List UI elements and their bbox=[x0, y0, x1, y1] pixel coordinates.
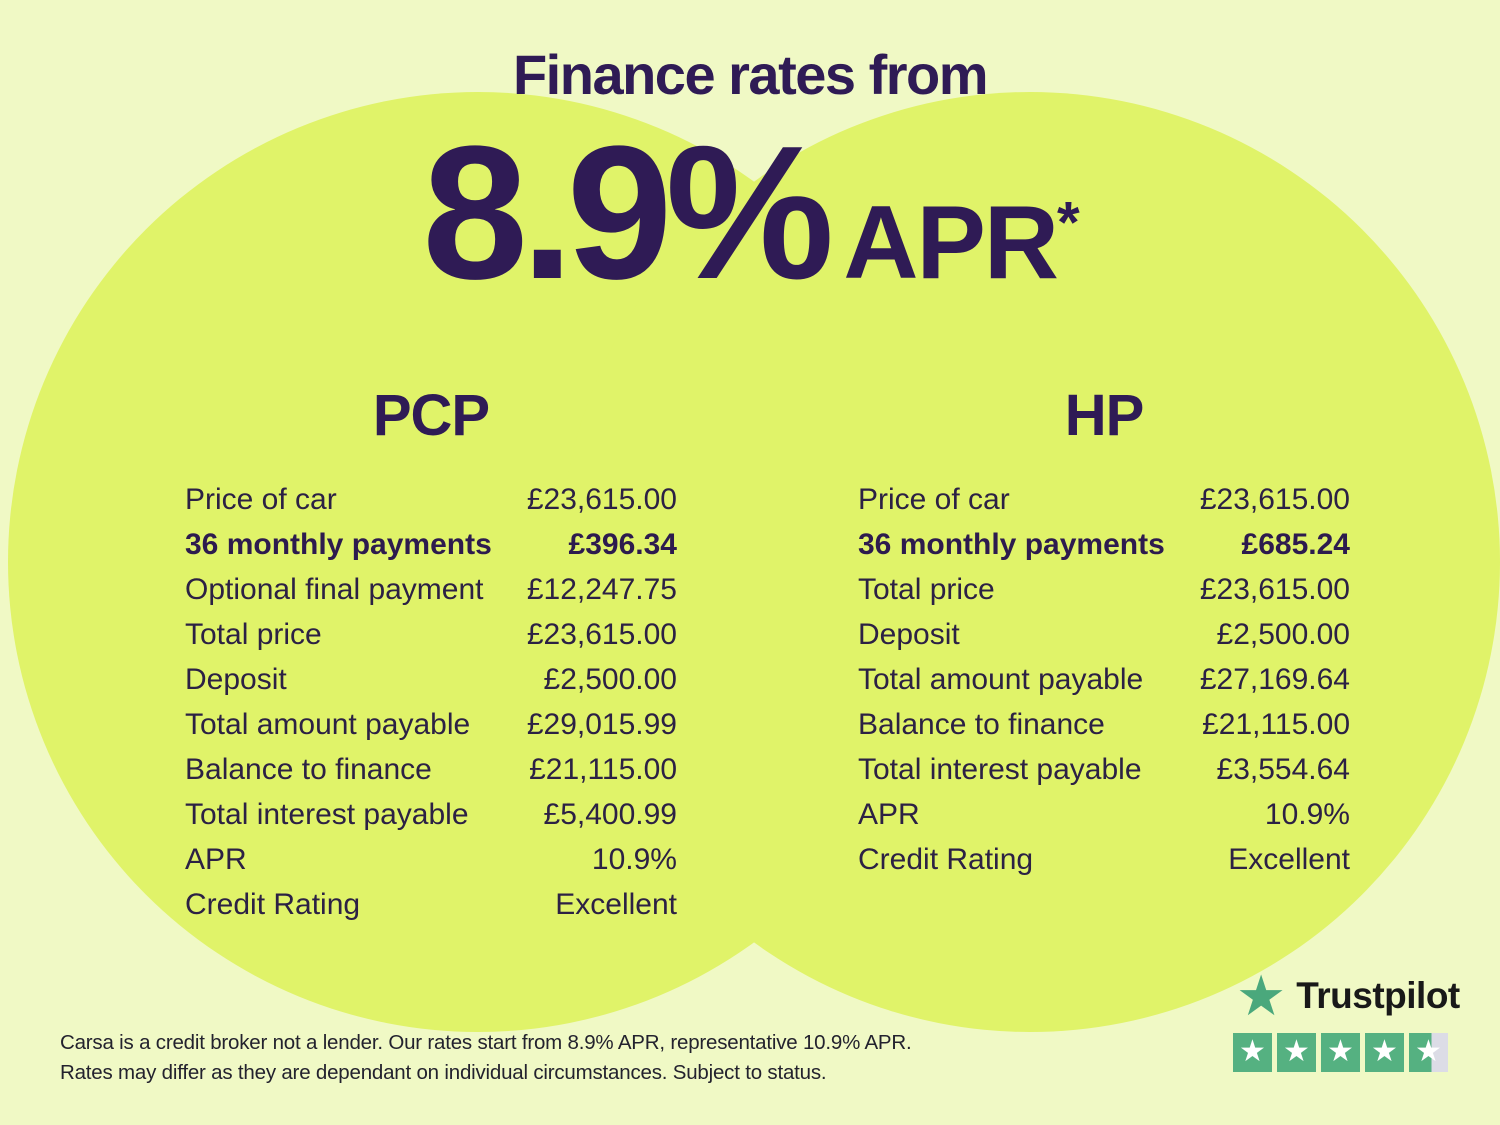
row-value: £2,500.00 bbox=[1216, 617, 1350, 651]
disclaimer-line-1: Carsa is a credit broker not a lender. O… bbox=[60, 1031, 912, 1054]
row-value: £396.34 bbox=[568, 527, 677, 561]
row-label: Total price bbox=[185, 617, 322, 651]
table-row: Balance to finance £21,115.00 bbox=[185, 747, 677, 792]
background-circle-right bbox=[560, 92, 1500, 1032]
trustpilot-logo: ★ Trustpilot bbox=[1236, 968, 1460, 1024]
banner-title: Finance rates from bbox=[512, 43, 989, 106]
row-value: £2,500.00 bbox=[543, 662, 677, 696]
trustpilot-star-box-4: ★ bbox=[1365, 1033, 1404, 1072]
row-label: Deposit bbox=[858, 617, 960, 651]
row-value: Excellent bbox=[1228, 842, 1350, 876]
star-icon: ★ bbox=[1283, 1034, 1310, 1068]
row-label: Price of car bbox=[185, 482, 337, 516]
row-label: Total interest payable bbox=[858, 752, 1142, 786]
row-label: Total amount payable bbox=[858, 662, 1144, 696]
table-row: Total interest payable £3,554.64 bbox=[858, 747, 1350, 792]
row-value: £12,247.75 bbox=[526, 572, 677, 606]
row-label: Total amount payable bbox=[185, 707, 471, 741]
star-icon: ★ bbox=[1371, 1034, 1398, 1068]
table-row: APR 10.9% bbox=[858, 792, 1350, 837]
trustpilot-star-box-2: ★ bbox=[1277, 1033, 1316, 1072]
row-value: £685.24 bbox=[1241, 527, 1350, 561]
row-label: Price of car bbox=[858, 482, 1010, 516]
pcp-table: PCP Price of car £23,615.00 36 monthly pa… bbox=[185, 382, 677, 927]
row-label: Total interest payable bbox=[185, 797, 469, 831]
row-label: Credit Rating bbox=[185, 887, 361, 921]
row-value: £23,615.00 bbox=[526, 482, 677, 516]
table-row: Total interest payable £5,400.99 bbox=[185, 792, 677, 837]
hp-heading: HP bbox=[1064, 383, 1145, 448]
row-value: 10.9% bbox=[591, 842, 677, 876]
row-value: £23,615.00 bbox=[526, 617, 677, 651]
row-value: £21,115.00 bbox=[1202, 707, 1350, 741]
trustpilot-star-box-5-half: ★ bbox=[1409, 1033, 1448, 1072]
hp-table: HP Price of car £23,615.00 36 monthly pay… bbox=[858, 382, 1350, 882]
row-value: £29,015.99 bbox=[526, 707, 677, 741]
row-label: Total price bbox=[858, 572, 995, 606]
row-label: 36 monthly payments bbox=[858, 527, 1165, 561]
table-row: Total amount payable £27,169.64 bbox=[858, 657, 1350, 702]
row-label: Balance to finance bbox=[185, 752, 432, 786]
star-icon: ★ bbox=[1239, 1034, 1266, 1068]
row-label: Credit Rating bbox=[858, 842, 1034, 876]
row-label: 36 monthly payments bbox=[185, 527, 492, 561]
trustpilot-star-icon: ★ bbox=[1236, 964, 1287, 1027]
table-row: Total amount payable £29,015.99 bbox=[185, 702, 677, 747]
headline-rate: 8.9% APR* bbox=[0, 118, 1500, 308]
row-value: Excellent bbox=[555, 887, 677, 921]
table-row: Total price £23,615.00 bbox=[185, 612, 677, 657]
trustpilot-star-box-1: ★ bbox=[1233, 1033, 1272, 1072]
row-label: Optional final payment bbox=[185, 572, 484, 606]
row-value: £23,615.00 bbox=[1199, 482, 1350, 516]
row-value: £27,169.64 bbox=[1199, 662, 1350, 696]
hp-rows: Price of car £23,615.00 36 monthly paymen… bbox=[858, 477, 1350, 882]
row-label: Deposit bbox=[185, 662, 287, 696]
table-row: Total price £23,615.00 bbox=[858, 567, 1350, 612]
row-value: £3,554.64 bbox=[1216, 752, 1350, 786]
row-value: £21,115.00 bbox=[529, 752, 677, 786]
rate-value: 8.9% bbox=[422, 107, 834, 319]
table-row: Balance to finance £21,115.00 bbox=[858, 702, 1350, 747]
row-label: APR bbox=[185, 842, 247, 876]
table-row: Credit Rating Excellent bbox=[858, 837, 1350, 882]
disclaimer-line-2: Rates may differ as they are dependant o… bbox=[60, 1061, 827, 1084]
table-row: Price of car £23,615.00 bbox=[185, 477, 677, 522]
table-row: 36 monthly payments £685.24 bbox=[858, 522, 1350, 567]
table-row: APR 10.9% bbox=[185, 837, 677, 882]
row-label: APR bbox=[858, 797, 920, 831]
table-row: 36 monthly payments £396.34 bbox=[185, 522, 677, 567]
row-label: Balance to finance bbox=[858, 707, 1105, 741]
pcp-heading: PCP bbox=[372, 383, 490, 448]
table-row: Deposit £2,500.00 bbox=[185, 657, 677, 702]
pcp-rows: Price of car £23,615.00 36 monthly paymen… bbox=[185, 477, 677, 927]
row-value: £23,615.00 bbox=[1199, 572, 1350, 606]
table-row: Deposit £2,500.00 bbox=[858, 612, 1350, 657]
table-row: Price of car £23,615.00 bbox=[858, 477, 1350, 522]
table-row: Credit Rating Excellent bbox=[185, 882, 677, 927]
star-icon: ★ bbox=[1327, 1034, 1354, 1068]
row-value: 10.9% bbox=[1264, 797, 1350, 831]
trustpilot-rating: ★ ★ ★ ★ ★ bbox=[1233, 1033, 1448, 1072]
disclaimer: Carsa is a credit broker not a lender. O… bbox=[60, 1028, 912, 1088]
star-icon: ★ bbox=[1415, 1034, 1442, 1068]
trustpilot-star-box-3: ★ bbox=[1321, 1033, 1360, 1072]
trustpilot-wordmark: Trustpilot bbox=[1296, 975, 1460, 1016]
rate-unit: APR* bbox=[843, 185, 1080, 301]
row-value: £5,400.99 bbox=[543, 797, 677, 831]
table-row: Optional final payment £12,247.75 bbox=[185, 567, 677, 612]
footnote-asterisk: * bbox=[1056, 190, 1080, 256]
